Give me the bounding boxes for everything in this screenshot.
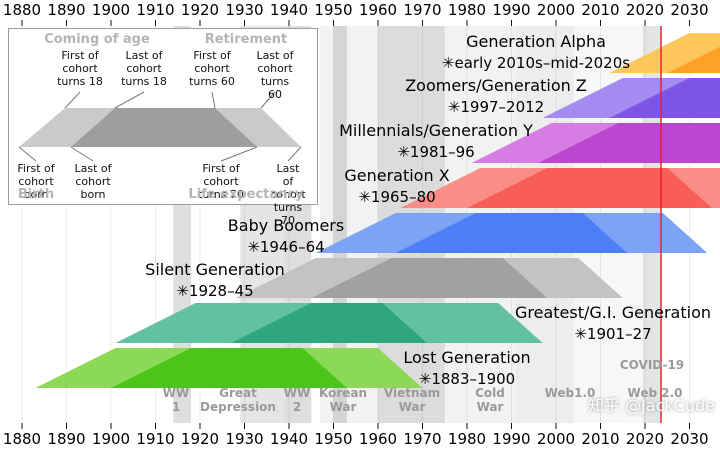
generation-shape-core-baby-boomers xyxy=(395,213,628,253)
top-axis-year-2030: 2030 xyxy=(670,1,709,19)
top-axis-year-1970: 1970 xyxy=(403,1,442,19)
bottom-axis-year-1980: 1980 xyxy=(447,430,487,448)
top-axis-year-1950: 1950 xyxy=(314,1,353,19)
legend-label-first-turns-70: First of cohort turns 70 xyxy=(198,162,244,201)
bottom-axis-year-1960: 1960 xyxy=(358,430,398,448)
bottom-axis-year-1910: 1910 xyxy=(136,430,175,448)
bottom-axis-year-1970: 1970 xyxy=(403,430,442,448)
legend-box: Coming of age Retirement First of cohort… xyxy=(8,28,318,227)
legend-core-trapezoid xyxy=(71,108,257,147)
top-axis-year-2010: 2010 xyxy=(581,1,620,19)
generation-shape-core-zoomers-generation-z xyxy=(609,78,720,118)
top-axis-year-1910: 1910 xyxy=(136,1,175,19)
top-axis-year-1890: 1890 xyxy=(47,1,86,19)
generation-shape-core-silent-generation xyxy=(311,258,548,298)
top-axis-year-1920: 1920 xyxy=(180,1,220,19)
bottom-axis-year-1930: 1930 xyxy=(225,430,264,448)
legend-label-last-born: Last of cohort born xyxy=(74,162,112,201)
bottom-axis: 1880 1890 1900 1910 1920 1930 1940 1950 1960 1970… xyxy=(0,430,720,450)
top-axis-year-2000: 2000 xyxy=(536,1,576,19)
generation-shape-core-millennials-generation-y xyxy=(538,123,720,163)
generation-shape-core-generation-alpha xyxy=(667,46,720,73)
generation-shape-core-greatest-g-i-generation xyxy=(231,303,427,343)
top-axis-year-1960: 1960 xyxy=(358,1,398,19)
bottom-axis-year-1940: 1940 xyxy=(269,430,309,448)
bottom-axis-year-1990: 1990 xyxy=(492,430,531,448)
bottom-axis-year-1950: 1950 xyxy=(314,430,353,448)
top-axis: 1880 1890 1900 1910 1920 1930 1940 1950 1960 1970… xyxy=(0,1,720,21)
bottom-axis-year-1920: 1920 xyxy=(180,430,220,448)
legend-label-first-turns-18: First of cohort turns 18 xyxy=(57,49,103,88)
watermark: 知乎 @JackCude xyxy=(588,396,715,415)
bottom-axis-year-1900: 1900 xyxy=(91,430,131,448)
generation-shape-core-lost-generation xyxy=(111,348,347,388)
top-axis-year-1880: 1880 xyxy=(2,1,42,19)
legend-diagram xyxy=(18,91,302,162)
legend-label-first-turns-60: First of cohort turns 60 xyxy=(189,49,235,88)
top-axis-year-2020: 2020 xyxy=(625,1,665,19)
legend-caption-life-expectancy: Life expectancy xyxy=(188,187,304,202)
bottom-axis-year-1890: 1890 xyxy=(47,430,86,448)
legend-label-first-born: First of cohort born xyxy=(17,162,55,201)
top-axis-year-1940: 1940 xyxy=(269,1,309,19)
legend-caption-retirement: Retirement xyxy=(204,32,288,47)
top-axis-year-1990: 1990 xyxy=(492,1,531,19)
legend-caption-coming-of-age: Coming of age xyxy=(44,32,150,47)
legend-caption-birth: Birth xyxy=(17,187,55,202)
bottom-axis-year-2030: 2030 xyxy=(670,430,709,448)
bottom-axis-year-1880: 1880 xyxy=(2,430,42,448)
legend-label-last-turns-70: Last of cohort turns 70 xyxy=(270,162,306,227)
bottom-axis-year-2000: 2000 xyxy=(536,430,576,448)
legend-label-last-turns-18: Last of cohort turns 18 xyxy=(121,49,167,88)
top-axis-year-1980: 1980 xyxy=(447,1,487,19)
bottom-axis-year-2020: 2020 xyxy=(625,430,665,448)
top-axis-year-1900: 1900 xyxy=(91,1,131,19)
bottom-axis-year-2010: 2010 xyxy=(581,430,620,448)
legend-callout-lines xyxy=(18,91,302,162)
top-axis-year-1930: 1930 xyxy=(225,1,264,19)
legend-label-last-turns-60: Last of cohort turns 60 xyxy=(256,49,294,101)
generation-shape-core-generation-x xyxy=(467,168,712,208)
